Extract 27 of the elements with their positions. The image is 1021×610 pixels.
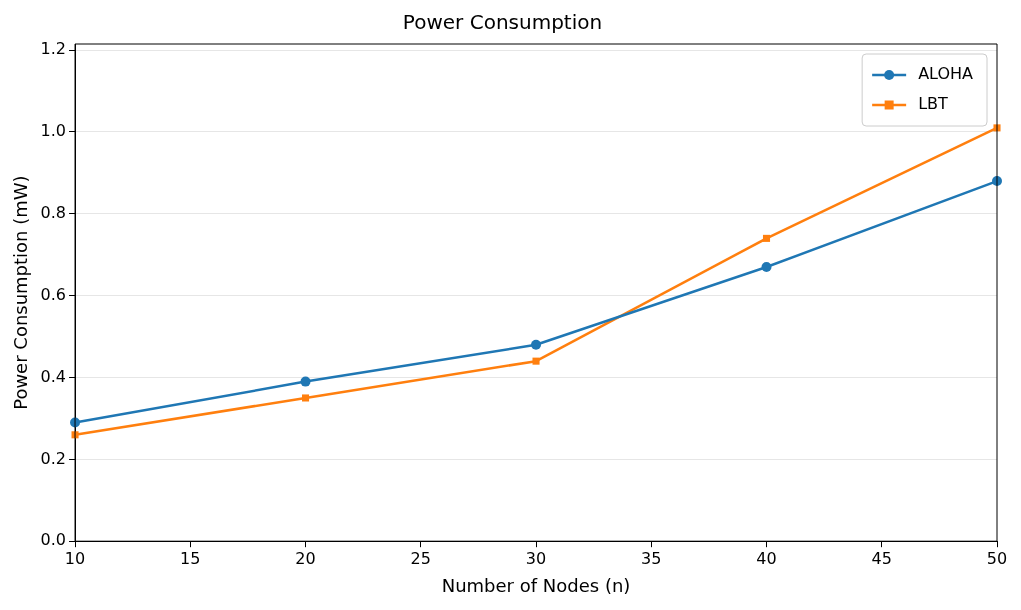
x-tick-label: 45 [871, 548, 892, 568]
x-tick-label: 40 [756, 548, 777, 568]
x-tick-label: 10 [64, 548, 86, 568]
y-axis-title: Power Consumption (mW) [10, 175, 32, 410]
legend-label: LBT [918, 94, 949, 114]
x-tick-label: 50 [986, 548, 1008, 568]
point [300, 376, 311, 387]
legend-label: ALOHA [918, 64, 974, 84]
x-tick-label: 25 [410, 548, 431, 568]
chart-title: Power Consumption [402, 10, 603, 35]
point [531, 339, 542, 350]
y-tick-label: 0.0 [40, 530, 67, 550]
x-tick-label: 30 [525, 548, 547, 568]
x-tick-label: 35 [641, 548, 662, 568]
x-axis-title: Number of Nodes (n) [441, 574, 631, 596]
y-tick-label: 0.6 [40, 284, 67, 304]
point [302, 394, 310, 402]
point [532, 357, 540, 365]
x-tick-label: 15 [180, 548, 201, 568]
y-tick-label: 0.4 [40, 366, 67, 386]
y-tick-label: 0.8 [40, 202, 67, 222]
point [762, 234, 771, 242]
point [761, 262, 772, 273]
y-tick-label: 1.2 [40, 39, 67, 59]
y-tick-label: 0.2 [40, 448, 67, 468]
x-tick-label: 20 [295, 548, 316, 568]
y-tick-label: 1.0 [40, 121, 67, 141]
